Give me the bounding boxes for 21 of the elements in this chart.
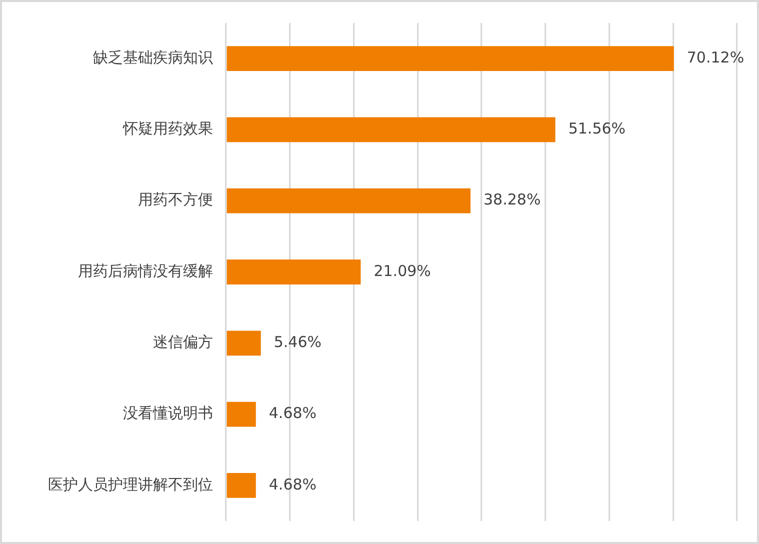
y-tick-label: 缺乏基础疾病知识 — [93, 48, 213, 66]
data-label: 5.46% — [274, 333, 322, 352]
bar — [226, 402, 256, 427]
data-label: 38.28% — [484, 190, 541, 209]
y-tick-label: 医护人员护理讲解不到位 — [48, 475, 213, 494]
y-tick-label: 用药后病情没有缓解 — [78, 262, 213, 280]
bar — [226, 46, 674, 72]
data-label: 4.68% — [268, 475, 317, 494]
data-label: 70.12% — [686, 48, 744, 66]
bar — [226, 472, 256, 498]
y-tick-label: 没看懂说明书 — [123, 404, 213, 422]
bar — [226, 330, 261, 356]
y-tick-label: 迷信偏方 — [153, 333, 213, 352]
data-label: 51.56% — [568, 120, 626, 138]
y-tick-label: 用药不方便 — [138, 190, 213, 209]
bar — [226, 260, 361, 284]
data-label: 21.09% — [374, 262, 431, 280]
bar — [226, 188, 471, 214]
data-label: 4.68% — [268, 404, 317, 422]
bar — [226, 117, 556, 142]
y-tick-label: 怀疑用药效果 — [122, 120, 213, 138]
